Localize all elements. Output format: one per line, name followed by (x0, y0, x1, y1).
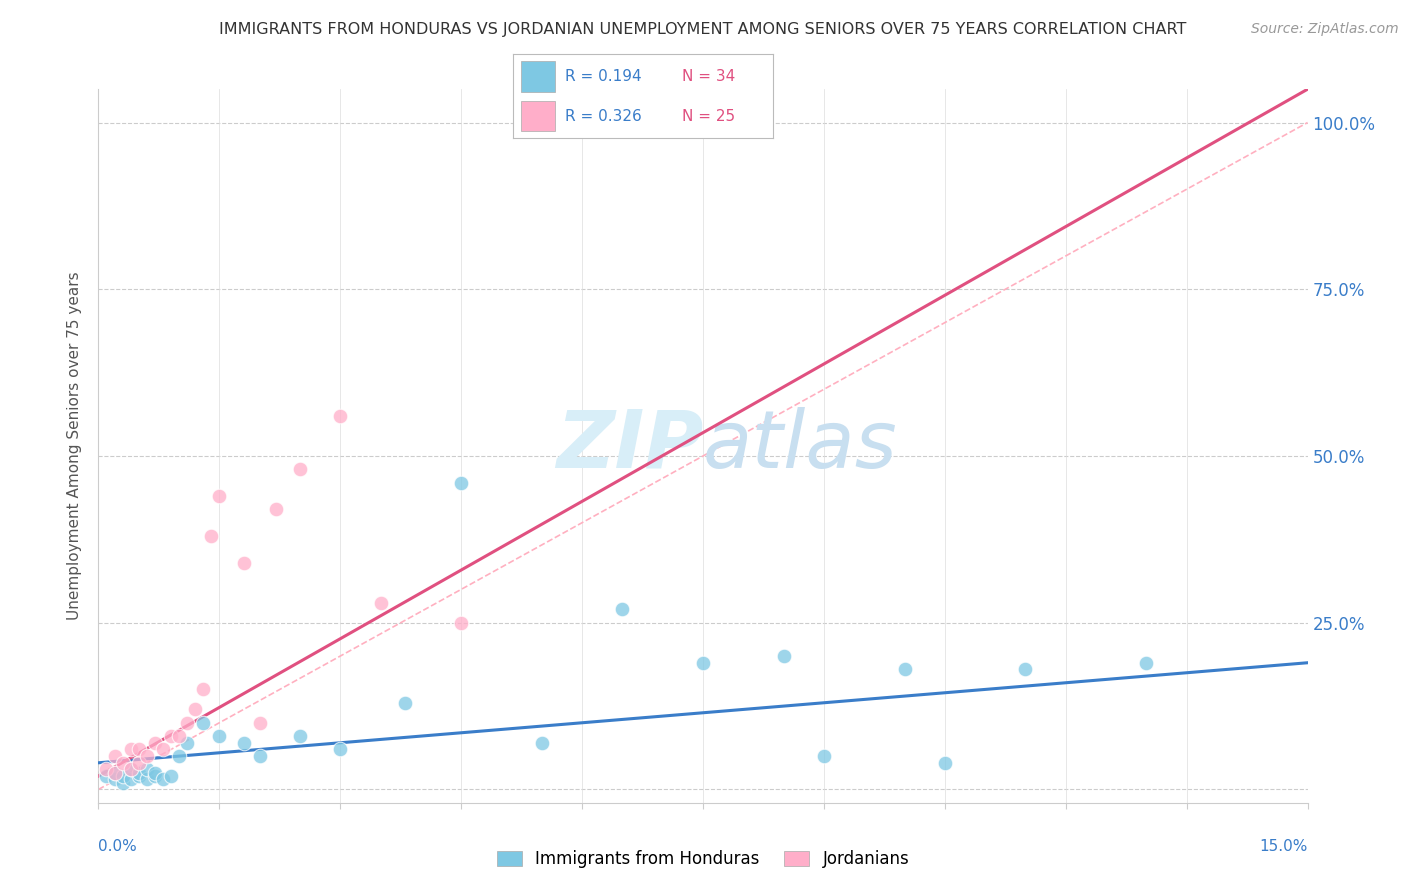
Point (450, 475, 472, 490)
Point (103, 765, 125, 780)
Point (200, 529, 222, 543)
Point (249, 749, 271, 764)
Point (249, 715, 271, 730)
Point (111, 756, 134, 770)
Text: IMMIGRANTS FROM HONDURAS VS JORDANIAN UNEMPLOYMENT AMONG SENIORS OVER 75 YEARS C: IMMIGRANTS FROM HONDURAS VS JORDANIAN UN… (219, 22, 1187, 37)
Point (176, 736, 198, 750)
Text: ZIP: ZIP (555, 407, 703, 485)
Point (160, 769, 183, 783)
Point (893, 662, 915, 676)
Point (232, 556, 254, 570)
Point (103, 765, 125, 780)
Point (692, 656, 714, 670)
Point (329, 742, 352, 756)
Text: N = 25: N = 25 (682, 109, 735, 124)
Point (208, 489, 231, 503)
Point (193, 682, 215, 697)
Point (167, 729, 190, 743)
Point (152, 772, 174, 787)
Point (193, 715, 215, 730)
Point (813, 749, 835, 764)
Text: N = 34: N = 34 (682, 69, 735, 84)
Point (128, 742, 150, 756)
Point (120, 742, 142, 756)
Point (288, 729, 311, 743)
Point (232, 736, 254, 750)
Point (329, 409, 352, 423)
Point (184, 702, 207, 716)
Text: 15.0%: 15.0% (1260, 839, 1308, 855)
Point (135, 749, 157, 764)
Point (612, 602, 634, 616)
Point (111, 776, 134, 790)
Point (143, 736, 166, 750)
Text: R = 0.194: R = 0.194 (565, 69, 641, 84)
Point (1135, 656, 1157, 670)
Point (120, 763, 142, 777)
Point (1014, 662, 1036, 676)
Point (128, 756, 150, 770)
FancyBboxPatch shape (522, 62, 555, 92)
Y-axis label: Unemployment Among Seniors over 75 years: Unemployment Among Seniors over 75 years (67, 272, 83, 620)
Text: atlas: atlas (703, 407, 898, 485)
FancyBboxPatch shape (522, 101, 555, 131)
Point (152, 742, 174, 756)
Point (264, 502, 287, 516)
Point (143, 765, 166, 780)
Point (135, 763, 157, 777)
Point (120, 763, 142, 777)
Point (135, 772, 157, 787)
Point (128, 769, 150, 783)
Point (208, 729, 231, 743)
Point (96, 763, 118, 777)
Point (167, 749, 190, 764)
Point (103, 772, 125, 787)
Point (394, 696, 416, 710)
Point (143, 769, 166, 783)
Point (128, 765, 150, 780)
Point (120, 772, 142, 787)
Point (288, 462, 311, 476)
Point (160, 729, 183, 743)
Text: 0.0%: 0.0% (98, 839, 138, 855)
Point (103, 749, 125, 764)
Legend: Immigrants from Honduras, Jordanians: Immigrants from Honduras, Jordanians (488, 842, 918, 877)
Point (450, 615, 472, 630)
Text: Source: ZipAtlas.com: Source: ZipAtlas.com (1251, 22, 1399, 37)
Point (772, 649, 794, 664)
Point (370, 596, 392, 610)
Text: R = 0.326: R = 0.326 (565, 109, 643, 124)
Point (530, 736, 553, 750)
Point (96, 769, 118, 783)
Point (176, 715, 198, 730)
Point (934, 756, 956, 770)
Point (111, 769, 134, 783)
